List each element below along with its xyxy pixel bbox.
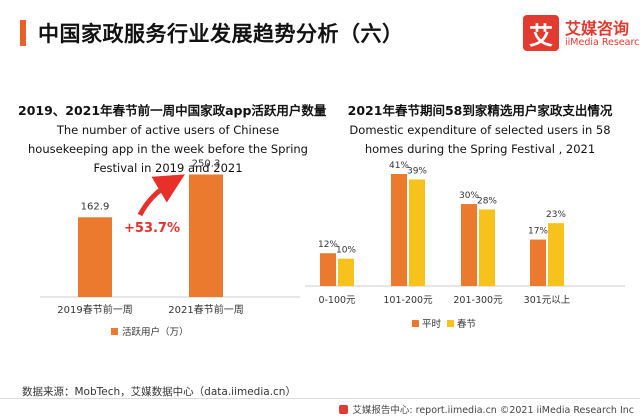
chart2-bar-regular bbox=[461, 204, 477, 286]
footer-copyright: 艾媒报告中心: report.iimedia.cn ©2021 iiMedia … bbox=[352, 405, 634, 416]
chart2-value-label: 17% bbox=[528, 227, 548, 237]
brand-logo: 艾 艾媒咨询 iiMedia Research bbox=[523, 13, 640, 55]
chart1-bar bbox=[78, 217, 112, 297]
chart2-value-label: 28% bbox=[477, 197, 497, 207]
chart2-category-label: 301元以上 bbox=[524, 295, 571, 306]
chart2-bar-regular bbox=[391, 174, 407, 286]
chart1-category-label: 2019春节前一周 bbox=[57, 303, 132, 316]
chart2-bar-regular bbox=[320, 253, 336, 286]
chart2-value-label: 41% bbox=[389, 161, 409, 171]
report-center-icon bbox=[339, 404, 349, 414]
footer-bar: 艾媒报告中心: report.iimedia.cn ©2021 iiMedia … bbox=[339, 402, 634, 416]
title-accent-bar bbox=[20, 20, 26, 46]
data-source-note: 数据来源：MobTech，艾媒数据中心（data.iimedia.cn） bbox=[22, 386, 296, 398]
chart1-legend-swatch bbox=[111, 328, 118, 335]
chart1-value-label: 162.9 bbox=[81, 201, 110, 212]
logo-glyph: 艾 bbox=[523, 15, 559, 51]
chart1-title: 2019、2021年春节前一周中国家政app活跃用户数量 bbox=[18, 103, 327, 118]
chart2-bar-spring bbox=[479, 209, 495, 286]
chart2-legend-label: 春节 bbox=[457, 318, 476, 330]
chart2-category-label: 101-200元 bbox=[383, 295, 433, 306]
chart1-legend-label: 活跃用户（万） bbox=[122, 326, 189, 338]
chart1-growth-annotation: +53.7% bbox=[124, 221, 180, 236]
chart2-bar-spring bbox=[548, 223, 564, 286]
chart1-bar bbox=[189, 174, 223, 297]
logo-en-text: iiMedia Research bbox=[565, 37, 640, 48]
chart2-value-label: 10% bbox=[336, 246, 356, 256]
page-title: 中国家政服务行业发展趋势分析（六） bbox=[38, 22, 404, 46]
chart2-value-label: 23% bbox=[546, 210, 566, 220]
chart2-subtitle: Domestic expenditure of selected users i… bbox=[349, 123, 611, 156]
chart2-value-label: 12% bbox=[318, 240, 338, 250]
footer-divider bbox=[0, 398, 640, 399]
chart2-title: 2021年春节期间58到家精选用户家政支出情况 bbox=[347, 103, 613, 118]
chart2-bar-spring bbox=[338, 258, 354, 286]
chart2-bar-spring bbox=[409, 179, 425, 286]
chart2-bar-regular bbox=[530, 239, 546, 286]
chart2-legend-swatch bbox=[412, 320, 419, 327]
chart1-value-label: 250.3 bbox=[192, 159, 221, 170]
chart2-category-label: 0-100元 bbox=[318, 295, 356, 306]
growth-arrow-icon bbox=[137, 174, 185, 217]
chart2-legend-label: 平时 bbox=[422, 318, 442, 330]
chart2-value-label: 39% bbox=[407, 166, 427, 176]
logo-cn-text: 艾媒咨询 bbox=[565, 19, 630, 38]
chart2-value-label: 30% bbox=[459, 191, 479, 201]
chart2-category-label: 201-300元 bbox=[453, 295, 503, 306]
chart1-category-label: 2021春节前一周 bbox=[168, 303, 243, 316]
chart2-legend-swatch bbox=[447, 320, 454, 327]
chart1-subtitle: The number of active users of Chinese ho… bbox=[28, 123, 308, 175]
